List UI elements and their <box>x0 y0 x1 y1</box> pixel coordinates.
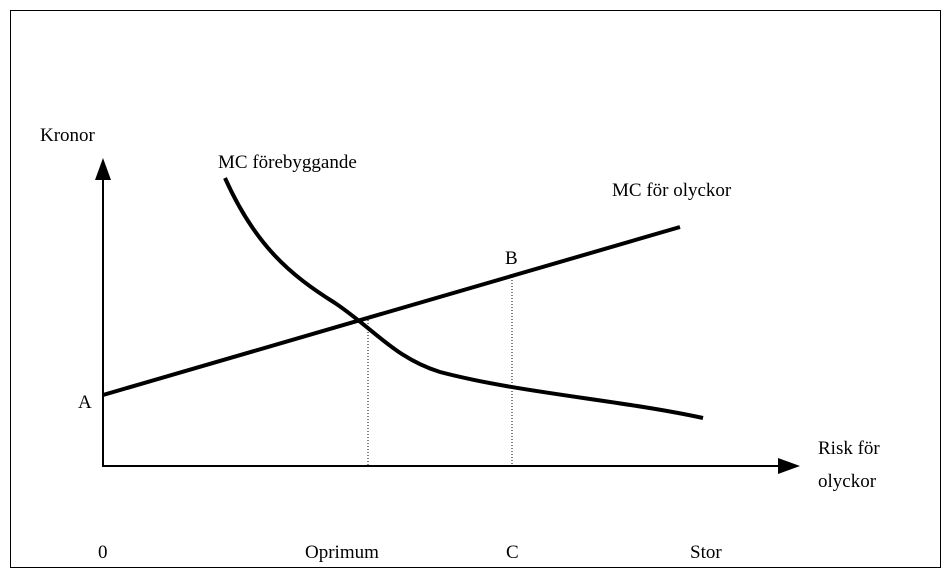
point-label: A <box>78 392 92 413</box>
y-axis-label: Kronor <box>40 125 96 146</box>
x-label: 0 <box>98 542 108 563</box>
curve-label: MC förebyggande <box>218 152 357 173</box>
x-axis-arrow <box>778 458 800 474</box>
x-label: C <box>506 542 519 563</box>
curve-label: MC för olyckor <box>612 180 732 201</box>
x-label: Oprimum <box>305 542 379 563</box>
x-axis-label: olyckor <box>818 471 877 492</box>
frame <box>10 10 941 568</box>
prevention-cost-curve <box>223 177 704 420</box>
accident-cost-line <box>102 225 681 397</box>
x-axis-label: Risk för <box>818 438 880 459</box>
y-axis-arrow <box>95 158 111 180</box>
x-label: Stor <box>690 542 722 563</box>
point-label: B <box>505 248 518 269</box>
